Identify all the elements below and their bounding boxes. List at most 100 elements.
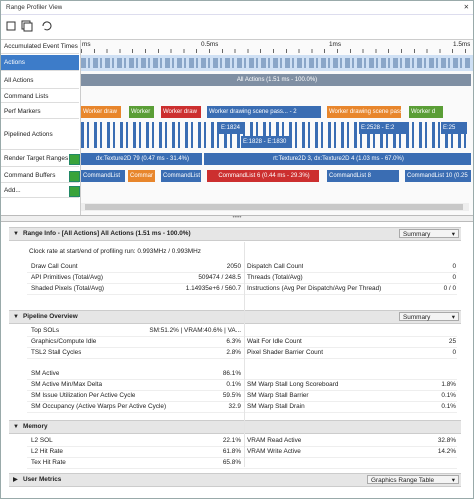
view-dropdown[interactable]: Summary bbox=[399, 229, 459, 239]
view-dropdown[interactable]: Summary bbox=[399, 312, 459, 322]
metric-value: 0.1% bbox=[441, 392, 456, 399]
expander[interactable]: ▶ bbox=[13, 477, 18, 483]
row-divider bbox=[27, 347, 457, 348]
section-title: Pipeline Overview bbox=[23, 313, 78, 320]
section-title: Range Info - [All Actions] All Actions (… bbox=[23, 230, 191, 237]
metric-label: Graphics/Compute Idle bbox=[31, 338, 97, 345]
metric-label: Wait For Idle Count bbox=[247, 338, 302, 345]
metric-label: L2 Hit Rate bbox=[31, 448, 63, 455]
ruler-label: ms bbox=[82, 41, 91, 48]
icon-new[interactable] bbox=[6, 21, 16, 31]
metric-value: 0 bbox=[452, 263, 456, 270]
row-divider bbox=[27, 457, 457, 458]
pipelined-action: E:25 bbox=[441, 122, 467, 134]
metric-label: SM Issue Utilization Per Active Cycle bbox=[31, 392, 136, 399]
perf-marker: Worker draw bbox=[161, 106, 201, 118]
add-button[interactable] bbox=[69, 186, 80, 197]
metric-value: 509474 / 248.5 bbox=[198, 274, 241, 281]
row-label[interactable]: Command Buffers bbox=[1, 168, 79, 183]
row-divider bbox=[27, 412, 457, 413]
row-divider bbox=[27, 390, 457, 391]
render-target: dx:Texture2D 79 (0.47 ms - 31.4%) bbox=[81, 153, 202, 165]
expander[interactable]: ▼ bbox=[13, 424, 19, 430]
actions-ticks bbox=[81, 58, 471, 68]
metric-label: Draw Call Count bbox=[31, 263, 78, 270]
note: Clock rate at start/end of profiling run… bbox=[29, 248, 201, 255]
metric-value: 25 bbox=[448, 338, 456, 345]
all-actions-bar: All Actions (1.51 ms - 100.0%) bbox=[81, 74, 471, 86]
expander[interactable]: ▼ bbox=[13, 314, 19, 320]
section-title: Memory bbox=[23, 423, 48, 430]
window-title: Range Profiler View bbox=[6, 4, 63, 11]
row-label[interactable]: Perf Markers bbox=[1, 104, 79, 119]
row-label[interactable]: Accumulated Event Times bbox=[1, 40, 79, 54]
row-label[interactable]: Actions bbox=[1, 55, 79, 71]
close-button[interactable]: ✕ bbox=[463, 4, 469, 11]
metric-value: 1.8% bbox=[441, 381, 456, 388]
metric-label: SM Occupancy (Active Warps Per Active Cy… bbox=[31, 403, 167, 410]
metric-value: 86.1% bbox=[222, 370, 241, 377]
metric-label: TSL2 Stall Cycles bbox=[31, 349, 82, 356]
metric-value: 32.9 bbox=[228, 403, 241, 410]
rt-button[interactable] bbox=[69, 154, 80, 165]
metric-value: 0 bbox=[452, 274, 456, 281]
row-divider bbox=[27, 272, 457, 273]
cb-button[interactable] bbox=[69, 171, 80, 182]
metric-value: 0.1% bbox=[226, 381, 241, 388]
row-label[interactable]: Pipelined Actions bbox=[1, 120, 79, 150]
view-dropdown[interactable]: Graphics Range Table bbox=[367, 475, 459, 485]
perf-marker: Worker drawing scene pass bbox=[327, 106, 401, 118]
title-bar: Range Profiler View ✕ bbox=[1, 1, 473, 15]
section-header[interactable]: ▶ User Metrics Graphics Range Table bbox=[9, 473, 461, 487]
row-label[interactable]: Command Lists bbox=[1, 90, 79, 103]
section-header[interactable]: ▼ Range Info - [All Actions] All Actions … bbox=[9, 227, 461, 241]
metric-value: 32.8% bbox=[437, 437, 456, 444]
perf-marker: Worker bbox=[129, 106, 154, 118]
row-divider bbox=[27, 336, 457, 337]
command-buffer: CommandList 8 bbox=[327, 170, 399, 182]
row-label[interactable]: Render Target Ranges bbox=[1, 151, 79, 167]
ruler-label: 1ms bbox=[329, 41, 342, 48]
metric-label: L2 SOL bbox=[31, 437, 53, 444]
row-divider bbox=[27, 283, 457, 284]
ruler-label: 1.5ms bbox=[453, 41, 471, 48]
pipelined-action: E:1824 bbox=[219, 122, 245, 134]
toolbar bbox=[5, 19, 65, 33]
metric-label: Threads (Total/Avg) bbox=[247, 274, 303, 281]
metric-value: 6.3% bbox=[226, 338, 241, 345]
metric-value: 0 / 0 bbox=[443, 285, 456, 292]
metric-label: VRAM Write Active bbox=[247, 448, 301, 455]
metric-label: SM Warp Stall Drain bbox=[247, 403, 305, 410]
h-scrollbar[interactable] bbox=[81, 203, 469, 211]
pipelined-action: E:2528 - E:2 bbox=[359, 122, 409, 134]
metric-value: 14.2% bbox=[437, 448, 456, 455]
perf-marker: Worker d bbox=[409, 106, 443, 118]
ruler-ticks bbox=[81, 49, 471, 53]
section-header[interactable]: ▼ Pipeline Overview Summary bbox=[9, 310, 461, 324]
metric-value: 2.8% bbox=[226, 349, 241, 356]
ruler-label: 0.5ms bbox=[201, 41, 219, 48]
metric-label: SM Warp Stall Long Scoreboard bbox=[247, 381, 339, 388]
row-divider bbox=[27, 446, 457, 447]
splitter[interactable]: •••• bbox=[1, 215, 473, 222]
row-divider bbox=[27, 358, 457, 359]
timeline: Accumulated Event Times Actions All Action… bbox=[1, 39, 473, 216]
row-label[interactable]: All Actions bbox=[1, 72, 79, 89]
metric-value: 0.1% bbox=[441, 403, 456, 410]
command-buffer: CommandList 10 (0.25 bbox=[405, 170, 471, 182]
metric-label: Dispatch Call Count bbox=[247, 263, 304, 270]
row-divider bbox=[27, 379, 457, 380]
expander[interactable]: ▼ bbox=[13, 231, 19, 237]
section-header[interactable]: ▼ Memory bbox=[9, 420, 461, 434]
command-buffer: CommandList bbox=[161, 170, 201, 182]
command-buffer: CommandList 6 (0.44 ms - 29.3%) bbox=[207, 170, 319, 182]
metric-value: 65.8% bbox=[222, 459, 241, 466]
metric-label: VRAM Read Active bbox=[247, 437, 302, 444]
metric-label: SM Active bbox=[31, 370, 60, 377]
row-divider bbox=[27, 468, 457, 469]
metric-label: Shaded Pixels (Total/Avg) bbox=[31, 285, 105, 292]
metric-value: 22.1% bbox=[222, 437, 241, 444]
icon-refresh[interactable] bbox=[42, 21, 52, 31]
row-label[interactable]: Add... bbox=[1, 184, 79, 198]
section-title: User Metrics bbox=[23, 476, 62, 483]
